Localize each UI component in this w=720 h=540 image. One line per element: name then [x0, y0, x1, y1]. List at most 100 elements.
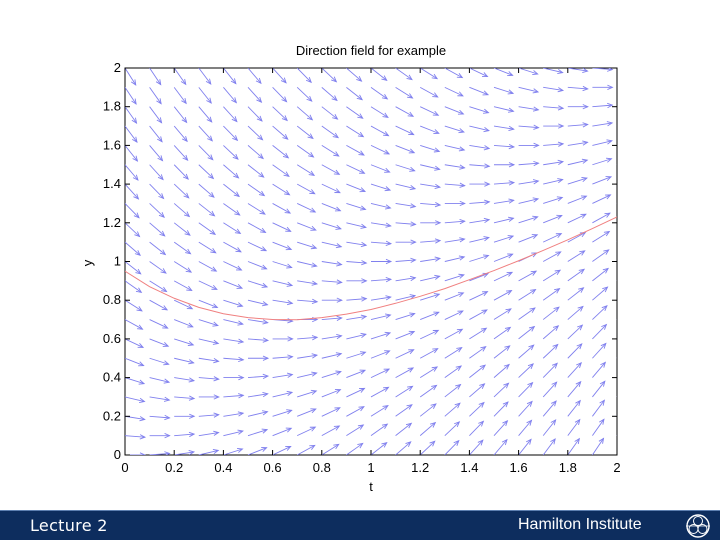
field-arrow — [297, 426, 317, 437]
field-arrow — [395, 221, 417, 227]
field-arrow — [321, 261, 343, 267]
field-arrow — [616, 144, 617, 146]
x-axis-label: t — [369, 479, 373, 494]
field-arrow — [223, 241, 242, 253]
field-arrow — [567, 268, 586, 282]
field-arrow — [592, 342, 607, 359]
y-tick-label: 1.6 — [103, 137, 121, 152]
field-arrow — [493, 326, 512, 340]
field-arrow — [395, 144, 416, 154]
field-arrow — [469, 327, 488, 340]
field-arrow — [419, 86, 439, 98]
field-arrow — [370, 222, 392, 228]
field-arrow — [321, 315, 343, 321]
field-arrow — [346, 332, 367, 340]
field-arrow — [469, 199, 491, 205]
field-arrow — [616, 415, 617, 417]
field-arrow — [542, 419, 557, 436]
x-tick-label: 0.6 — [264, 460, 282, 475]
field-arrow — [395, 106, 415, 117]
field-arrow — [616, 280, 617, 281]
field-arrow — [296, 145, 315, 158]
field-arrow — [469, 383, 486, 398]
field-arrow — [616, 396, 617, 397]
field-arrow — [346, 106, 364, 119]
field-arrow — [543, 214, 563, 224]
field-arrow — [149, 357, 170, 366]
field-arrow — [518, 106, 540, 112]
field-arrow — [223, 411, 245, 417]
field-arrow — [592, 102, 614, 109]
field-arrow — [542, 287, 561, 301]
field-arrow — [518, 179, 540, 185]
y-tick-label: 2 — [114, 60, 121, 75]
field-arrow — [371, 258, 393, 265]
field-arrow — [125, 396, 146, 403]
field-arrow — [592, 305, 608, 320]
field-arrow — [272, 261, 293, 269]
field-arrow — [297, 203, 317, 213]
field-arrow — [125, 241, 141, 256]
field-arrow — [149, 164, 164, 181]
field-arrow — [616, 86, 617, 88]
field-arrow — [444, 365, 463, 378]
field-arrow — [370, 125, 390, 137]
field-arrow — [616, 357, 617, 359]
field-arrow — [469, 181, 491, 187]
field-arrow — [419, 421, 437, 436]
field-arrow — [469, 439, 484, 455]
field-arrow — [247, 447, 268, 455]
field-arrow — [420, 256, 442, 262]
field-arrow — [223, 203, 241, 216]
field-arrow — [247, 280, 269, 288]
field-arrow — [518, 142, 540, 149]
field-arrow — [297, 280, 319, 286]
y-tick-label: 1.8 — [103, 99, 121, 114]
field-arrow — [592, 212, 611, 224]
field-arrow — [297, 389, 318, 398]
field-arrow — [198, 394, 220, 400]
field-arrow — [272, 68, 287, 84]
field-arrow — [321, 241, 343, 249]
field-arrow — [321, 183, 341, 194]
field-arrow — [346, 442, 364, 455]
field-arrow — [395, 164, 416, 172]
field-arrow — [493, 143, 516, 150]
field-arrow — [370, 386, 390, 398]
field-arrow — [370, 423, 389, 437]
field-arrow — [173, 145, 189, 162]
field-arrow — [395, 239, 417, 245]
field-arrow — [149, 414, 171, 421]
field-arrow — [444, 383, 462, 398]
field-arrow — [420, 183, 442, 190]
field-arrow — [297, 371, 318, 379]
field-arrow — [346, 164, 366, 174]
field-arrow — [198, 319, 219, 327]
field-arrow — [173, 261, 193, 273]
field-arrow — [420, 220, 442, 226]
field-arrow — [149, 280, 168, 293]
field-arrow — [149, 68, 162, 86]
field-arrow — [346, 125, 365, 138]
field-arrow — [444, 402, 461, 417]
field-arrow — [346, 387, 366, 398]
field-arrow — [149, 222, 166, 237]
field-arrow — [149, 87, 162, 105]
field-arrow — [223, 68, 237, 85]
field-arrow — [444, 200, 466, 207]
field-arrow — [247, 125, 264, 141]
field-arrow — [272, 125, 289, 140]
x-tick-label: 0.4 — [214, 460, 232, 475]
field-arrow — [125, 319, 144, 330]
field-arrow — [567, 305, 584, 320]
field-arrow — [149, 106, 163, 124]
direction-field-chart: Direction field for example 0 0.2 0.4 0.6 0.… — [80, 43, 621, 494]
x-tick-label: 0 — [121, 460, 128, 475]
field-arrow — [223, 338, 245, 344]
field-arrow — [174, 319, 194, 328]
field-arrow — [198, 280, 218, 290]
field-arrow — [444, 86, 464, 97]
field-arrow — [567, 437, 580, 455]
field-arrow — [419, 68, 439, 80]
field-arrow — [247, 299, 269, 307]
